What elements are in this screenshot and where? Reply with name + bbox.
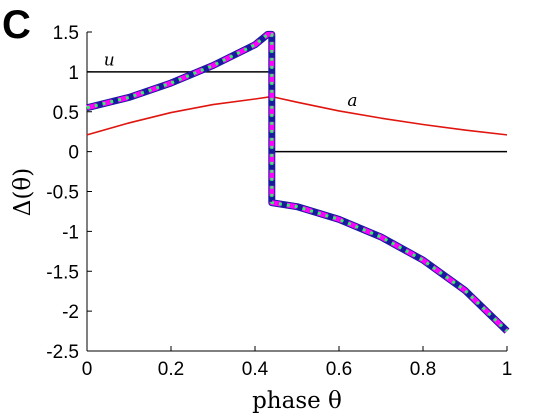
y-tick-label: -2.5 xyxy=(46,342,79,363)
y-tick-label: 0.5 xyxy=(53,103,79,124)
x-tick-label: 0.2 xyxy=(158,359,184,380)
x-tick-label: 0.4 xyxy=(242,359,269,380)
y-tick-label: 1.5 xyxy=(53,23,79,44)
y-tick-label: 1 xyxy=(68,63,79,84)
y-tick-label: -1.5 xyxy=(46,262,79,283)
series-line-5 xyxy=(86,32,509,333)
x-tick-label: 0 xyxy=(82,359,93,380)
x-tick-label: 1 xyxy=(502,359,513,380)
y-axis-title: Δ(θ) xyxy=(10,168,36,216)
x-tick-label: 0.6 xyxy=(326,359,352,380)
annotation-label: a xyxy=(347,91,357,111)
series-line-1 xyxy=(87,71,507,153)
y-tick-label: -0.5 xyxy=(46,183,79,204)
x-axis-title: phase θ xyxy=(252,388,342,414)
panel-label: C xyxy=(2,3,31,47)
y-tick-label: -2 xyxy=(62,302,79,323)
plot-area: 0 0.2 0.4 0.6 0.8 1 1.5 1 0.5 0 -0.5 -1 -1.5 -2 -2.5 u a xyxy=(46,23,512,380)
annotation-label: u xyxy=(104,50,115,70)
series-line-3 xyxy=(86,30,510,334)
series-line-2 xyxy=(86,95,508,136)
y-tick-label: -1 xyxy=(62,222,79,243)
x-tick-label: 0.8 xyxy=(410,359,436,380)
series-line-4 xyxy=(86,31,509,333)
y-tick-label: 0 xyxy=(68,143,79,164)
